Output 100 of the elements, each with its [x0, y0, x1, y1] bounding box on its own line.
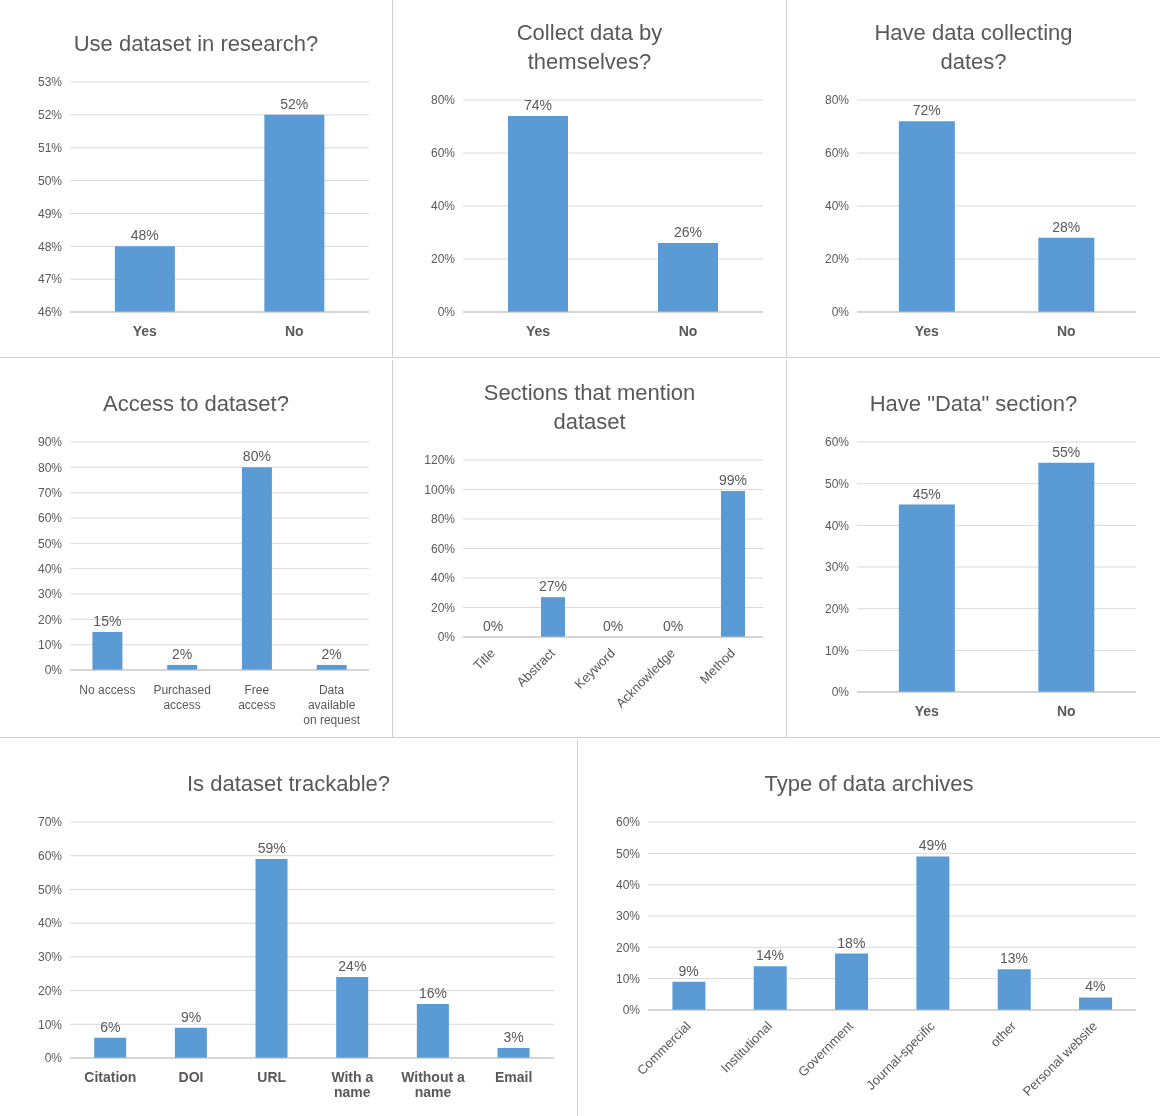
data-label: 9% [678, 962, 699, 979]
y-tick-label: 40% [430, 571, 456, 586]
y-tick-label: 20% [824, 601, 850, 616]
x-tick-label: No [1056, 323, 1076, 339]
y-tick-label: 120% [424, 453, 456, 468]
data-label: 49% [918, 837, 947, 854]
data-label: 4% [1085, 978, 1106, 995]
y-tick-label: 50% [615, 846, 641, 861]
data-label: 3% [503, 1028, 524, 1045]
y-tick-label: 60% [615, 815, 641, 830]
y-tick-label: 30% [37, 587, 63, 602]
y-tick-label: 40% [824, 199, 850, 214]
x-tick-label: Yes [914, 323, 940, 339]
bar [241, 467, 272, 670]
y-tick-label: 70% [37, 485, 63, 500]
y-tick-label: 30% [615, 909, 641, 924]
x-tick-label: Yes [132, 323, 158, 339]
chart-title: Is dataset trackable? [186, 770, 391, 798]
x-tick-label: DOI [178, 1069, 204, 1085]
bar [174, 1027, 207, 1058]
bar [916, 856, 950, 1010]
chart-title: Collect data by themselves? [515, 19, 664, 76]
bar [835, 953, 869, 1010]
y-tick-label: 10% [37, 1017, 63, 1032]
y-tick-label: 40% [824, 518, 850, 533]
x-tick-label: No [284, 323, 304, 339]
y-tick-label: 70% [37, 815, 63, 830]
y-tick-label: 80% [824, 93, 850, 108]
bar [997, 969, 1031, 1010]
x-tick-label: Without a name [401, 1069, 466, 1100]
x-tick-label: With a name [331, 1069, 374, 1100]
chart-title: Type of data archives [763, 770, 975, 798]
data-label: 13% [999, 950, 1029, 967]
y-tick-label: 60% [824, 435, 850, 450]
x-tick-label: No [678, 323, 698, 339]
y-tick-label: 60% [37, 848, 63, 863]
y-tick-label: 40% [615, 877, 641, 892]
y-tick-label: 20% [430, 252, 456, 267]
data-label: 2% [321, 645, 342, 662]
x-tick-label: Free access [238, 683, 276, 712]
bar [672, 981, 706, 1010]
x-tick-label: No access [79, 683, 136, 697]
data-label: 72% [912, 102, 941, 119]
chart-title: Use dataset in research? [72, 30, 320, 58]
y-tick-label: 40% [37, 561, 63, 576]
y-tick-label: 90% [37, 435, 63, 450]
y-tick-label: 60% [37, 511, 63, 526]
y-tick-label: 10% [615, 971, 641, 986]
y-tick-label: 30% [824, 560, 850, 575]
x-tick-label: Data available on request [303, 683, 361, 727]
y-tick-label: 47% [37, 272, 63, 287]
x-tick-label: URL [257, 1069, 287, 1085]
x-tick-label: No [1056, 703, 1076, 719]
bar [753, 966, 787, 1010]
data-label: 9% [180, 1008, 202, 1025]
x-tick-label: Title [470, 645, 498, 673]
data-label: 52% [280, 95, 309, 112]
y-tick-label: 0% [437, 630, 456, 645]
y-tick-label: 40% [37, 916, 63, 931]
y-tick-label: 30% [37, 950, 63, 965]
data-label: 15% [93, 613, 122, 629]
y-tick-label: 60% [824, 146, 850, 161]
data-label: 59% [257, 840, 286, 857]
y-tick-label: 80% [430, 93, 456, 108]
y-tick-label: 46% [37, 305, 63, 320]
y-tick-label: 20% [430, 600, 456, 615]
y-tick-label: 53% [37, 75, 63, 90]
y-tick-label: 50% [37, 882, 63, 897]
data-label: 48% [130, 227, 159, 244]
y-tick-label: 0% [44, 663, 63, 678]
bar [255, 859, 288, 1058]
data-label: 2% [172, 645, 193, 662]
data-label: 0% [602, 618, 624, 634]
y-tick-label: 51% [37, 140, 63, 155]
y-tick-label: 0% [44, 1051, 63, 1066]
bar [1079, 997, 1113, 1010]
y-tick-label: 20% [37, 612, 63, 627]
data-label: 28% [1052, 218, 1081, 235]
bar [416, 1004, 449, 1058]
data-label: 16% [418, 985, 448, 1002]
y-tick-label: 0% [831, 685, 850, 700]
data-label: 45% [912, 485, 941, 502]
y-tick-label: 0% [831, 305, 850, 320]
data-label: 55% [1052, 443, 1081, 460]
y-tick-label: 10% [37, 637, 63, 652]
y-tick-label: 20% [37, 983, 63, 998]
chart-title: Sections that mention dataset [482, 379, 697, 436]
bar [336, 977, 369, 1058]
data-label: 24% [338, 958, 367, 975]
y-tick-label: 49% [37, 206, 63, 221]
chart-title: Have "Data" section? [868, 390, 1079, 418]
y-tick-label: 20% [824, 252, 850, 267]
y-tick-label: 100% [424, 482, 456, 497]
y-tick-label: 50% [37, 173, 63, 188]
x-tick-label: Yes [914, 703, 940, 719]
x-tick-label: Email [494, 1069, 533, 1085]
y-tick-label: 80% [37, 460, 63, 475]
y-tick-label: 80% [430, 512, 456, 527]
data-label: 0% [482, 618, 504, 634]
y-tick-label: 20% [615, 940, 641, 955]
